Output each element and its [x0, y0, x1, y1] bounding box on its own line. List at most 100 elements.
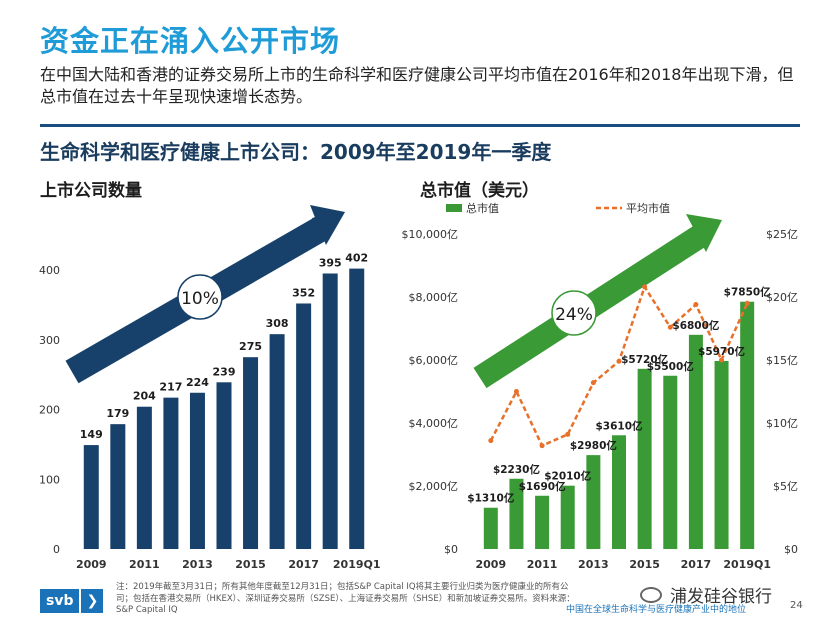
- legend-avg-label: 平均市值: [626, 201, 670, 215]
- wechat-icon: [640, 586, 662, 603]
- data-label-count-2012: 217: [159, 381, 182, 394]
- svb-logo-text: svb: [40, 589, 80, 613]
- bar-total-2012: [560, 485, 575, 549]
- bar-count-2017: [296, 303, 312, 549]
- data-label-total-2011: $1690亿: [519, 480, 567, 493]
- data-label-total-2013: $2980亿: [570, 439, 618, 452]
- x-tick-total-2019Q1: 2019Q1: [723, 558, 771, 571]
- chart1-title: 上市公司数量: [40, 181, 142, 201]
- data-label-count-2009: 149: [80, 428, 103, 441]
- chart2-title: 总市值（美元）: [420, 181, 539, 201]
- bar-count-2010: [110, 424, 126, 549]
- growth-badge-2-label: 24%: [555, 305, 593, 325]
- growth-arrow-head: [310, 205, 345, 245]
- y-tick-count-300: 300: [39, 334, 60, 347]
- bar-count-2011: [136, 406, 152, 549]
- point-avg-2009: [488, 438, 494, 444]
- bar-total-2018: [714, 360, 729, 549]
- bar-count-2009: [83, 445, 99, 549]
- x-tick-count-2019Q1: 2019Q1: [333, 558, 381, 571]
- growth-badge-2-circle: [551, 290, 597, 336]
- x-tick-total-2011: 2011: [527, 558, 558, 571]
- y-tick-right-5: $25亿: [766, 228, 798, 241]
- wechat-watermark: 浦发硅谷银行: [640, 582, 772, 607]
- data-label-total-2017: $6800亿: [672, 319, 720, 332]
- bar-count-2012: [163, 397, 179, 549]
- point-avg-2014: [616, 358, 622, 364]
- bar-count-2018: [322, 273, 338, 549]
- y-tick-count-100: 100: [39, 473, 60, 486]
- x-tick-count-2017: 2017: [288, 558, 319, 571]
- page-subtitle: 在中国大陆和香港的证券交易所上市的生命科学和医疗健康公司平均市值在2016年和2…: [40, 65, 794, 106]
- data-label-count-2017: 352: [292, 286, 315, 299]
- data-label-total-2009: $1310亿: [467, 492, 515, 505]
- data-label-total-2018: $5970亿: [698, 345, 746, 358]
- y-tick-right-3: $15亿: [766, 354, 798, 367]
- data-label-total-2015: $5720亿: [621, 353, 669, 366]
- bar-total-2017: [688, 334, 703, 549]
- bar-count-2016: [269, 334, 285, 549]
- y-tick-right-2: $10亿: [766, 417, 798, 430]
- data-label-count-2018: 395: [319, 256, 342, 269]
- x-tick-total-2015: 2015: [629, 558, 660, 571]
- page-number: 24: [790, 600, 803, 611]
- bar-count-2015: [243, 357, 259, 549]
- bar-count-2019Q1: [349, 268, 365, 549]
- y-tick-left-0: $0: [444, 543, 458, 556]
- y-tick-left-2: $4,000亿: [409, 417, 459, 430]
- bar-total-2009: [483, 507, 498, 549]
- bar-count-2014: [216, 382, 232, 549]
- data-label-count-2013: 224: [186, 376, 209, 389]
- data-label-total-2012: $2010亿: [544, 470, 592, 483]
- chevron-right-icon: ❯: [81, 589, 104, 613]
- point-avg-2011: [539, 443, 545, 449]
- wechat-account-name: 浦发硅谷银行: [670, 587, 772, 607]
- x-tick-count-2011: 2011: [129, 558, 160, 571]
- y-tick-left-1: $2,000亿: [409, 480, 459, 493]
- point-avg-2018: [719, 357, 725, 363]
- data-label-count-2011: 204: [133, 390, 156, 403]
- bar-total-2014: [612, 435, 626, 549]
- x-tick-total-2017: 2017: [681, 558, 712, 571]
- y-tick-right-4: $20亿: [766, 291, 798, 304]
- bar-total-2011: [535, 495, 550, 549]
- bar-total-2013: [586, 455, 601, 549]
- report-title: 中国在全球生命科学与医疗健康产业中的地位: [566, 605, 747, 615]
- data-label-count-2010: 179: [106, 407, 129, 420]
- x-tick-total-2013: 2013: [578, 558, 609, 571]
- svb-logo[interactable]: svb ❯: [40, 589, 104, 613]
- data-label-count-2019Q1: 402: [345, 252, 368, 265]
- point-avg-2016: [667, 324, 673, 330]
- section-divider: [40, 124, 800, 127]
- data-label-total-2016: $5500亿: [647, 360, 695, 373]
- x-tick-count-2013: 2013: [182, 558, 213, 571]
- footnote: 注：2019年截至3月31日；所有其他年度截至12月31日；包括S&P Capi…: [116, 582, 575, 615]
- point-avg-2012: [565, 431, 571, 437]
- y-tick-count-0: 0: [53, 543, 60, 556]
- point-avg-2015: [642, 284, 648, 290]
- legend-total-swatch: [446, 204, 462, 212]
- x-tick-count-2015: 2015: [235, 558, 266, 571]
- y-tick-count-400: 400: [39, 264, 60, 277]
- bar-count-2013: [189, 392, 205, 549]
- y-tick-left-5: $10,000亿: [402, 228, 459, 241]
- y-tick-left-4: $8,000亿: [409, 291, 459, 304]
- data-label-count-2015: 275: [239, 340, 262, 353]
- point-avg-2010: [513, 389, 519, 394]
- y-tick-right-0: $0: [784, 543, 798, 556]
- section-title: 生命科学和医疗健康上市公司：2009年至2019年一季度: [40, 140, 552, 164]
- data-label-count-2014: 239: [213, 365, 236, 378]
- x-tick-total-2009: 2009: [476, 558, 507, 571]
- growth-badge-circle: [177, 274, 223, 320]
- bar-total-2019Q1: [740, 301, 755, 549]
- data-label-total-2019Q1: $7850亿: [724, 286, 772, 299]
- data-label-count-2016: 308: [266, 317, 289, 330]
- point-avg-2017: [693, 302, 699, 308]
- data-label-total-2014: $3610亿: [595, 419, 643, 432]
- bar-total-2015: [637, 368, 652, 549]
- y-tick-count-200: 200: [39, 404, 60, 417]
- page-title: 资金正在涌入公开市场: [40, 24, 341, 58]
- legend-total-label: 总市值: [466, 201, 499, 215]
- bar-total-2016: [663, 375, 678, 549]
